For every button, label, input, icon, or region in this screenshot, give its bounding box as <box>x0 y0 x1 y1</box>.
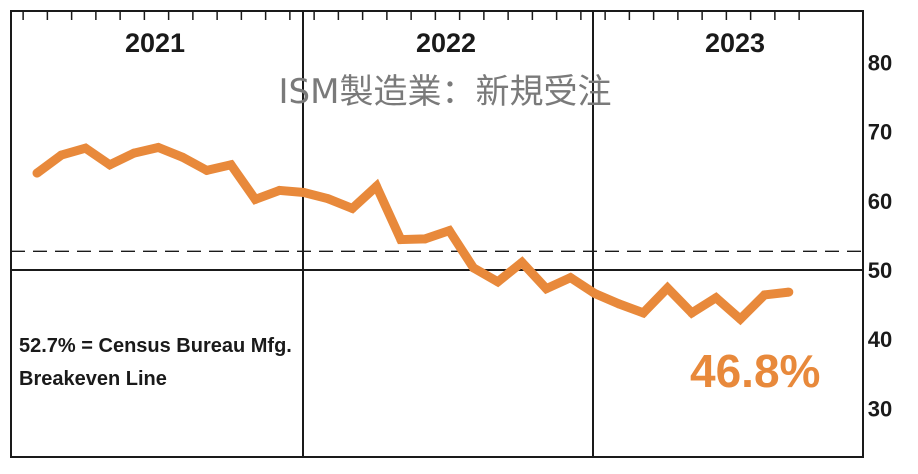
data-point-2022-04 <box>396 235 406 245</box>
data-point-2022-12 <box>590 289 600 298</box>
data-point-2021-11 <box>275 185 284 195</box>
data-point-2023-04 <box>687 308 697 318</box>
data-point-2023-02 <box>638 308 648 318</box>
year-labels: 2021 2022 2023 <box>125 28 765 58</box>
data-point-2021-09 <box>226 160 236 170</box>
data-point-2022-01 <box>323 194 333 204</box>
data-point-2021-04 <box>105 160 115 170</box>
data-point-2022-03 <box>372 181 381 191</box>
y-axis-ticks: 30 40 50 60 70 80 <box>868 50 892 421</box>
data-point-2022-08 <box>493 277 503 287</box>
data-point-2021-12 <box>299 188 309 197</box>
data-point-2021-03 <box>81 143 90 153</box>
data-point-2021-10 <box>250 194 260 204</box>
data-point-2023-07 <box>760 290 769 300</box>
data-point-2022-09 <box>517 257 527 267</box>
year-label-2022: 2022 <box>416 28 476 58</box>
latest-value-label: 46.8% <box>690 345 820 397</box>
breakeven-note-line-1: 52.7% = Census Bureau Mfg. <box>19 335 292 357</box>
data-point-2021-05 <box>129 148 139 158</box>
year-label-2023: 2023 <box>705 28 765 58</box>
data-point-2021-07 <box>178 152 187 162</box>
data-point-2021-06 <box>153 143 163 152</box>
month-ticks <box>22 11 800 20</box>
series-points <box>32 143 794 324</box>
data-point-2023-08 <box>784 287 794 297</box>
data-point-2023-06 <box>735 314 745 324</box>
data-point-2023-03 <box>663 283 672 293</box>
series-line-new-orders <box>34 142 790 326</box>
data-point-2021-02 <box>56 150 66 160</box>
y-tick-label-30: 30 <box>868 396 892 421</box>
data-point-2022-11 <box>566 273 575 283</box>
chart-title: ISM製造業：新規受注 <box>279 72 612 112</box>
data-point-2023-05 <box>711 293 721 303</box>
y-tick-label-80: 80 <box>868 50 892 75</box>
y-tick-label-70: 70 <box>868 120 892 145</box>
y-tick-label-60: 60 <box>868 189 892 214</box>
data-point-2021-01 <box>32 168 42 178</box>
y-tick-label-40: 40 <box>868 327 892 352</box>
data-point-2021-08 <box>202 165 212 175</box>
plot-frame <box>10 10 864 458</box>
y-tick-label-50: 50 <box>868 258 892 283</box>
data-point-2022-07 <box>469 263 478 273</box>
data-point-2022-10 <box>541 284 551 294</box>
data-point-2022-06 <box>444 226 454 236</box>
year-label-2021: 2021 <box>125 28 185 58</box>
data-point-2022-02 <box>347 203 357 213</box>
data-point-2022-05 <box>420 234 430 244</box>
year-dividers <box>302 11 594 457</box>
breakeven-note-line-2: Breakeven Line <box>19 368 167 390</box>
data-point-2023-01 <box>614 299 624 309</box>
